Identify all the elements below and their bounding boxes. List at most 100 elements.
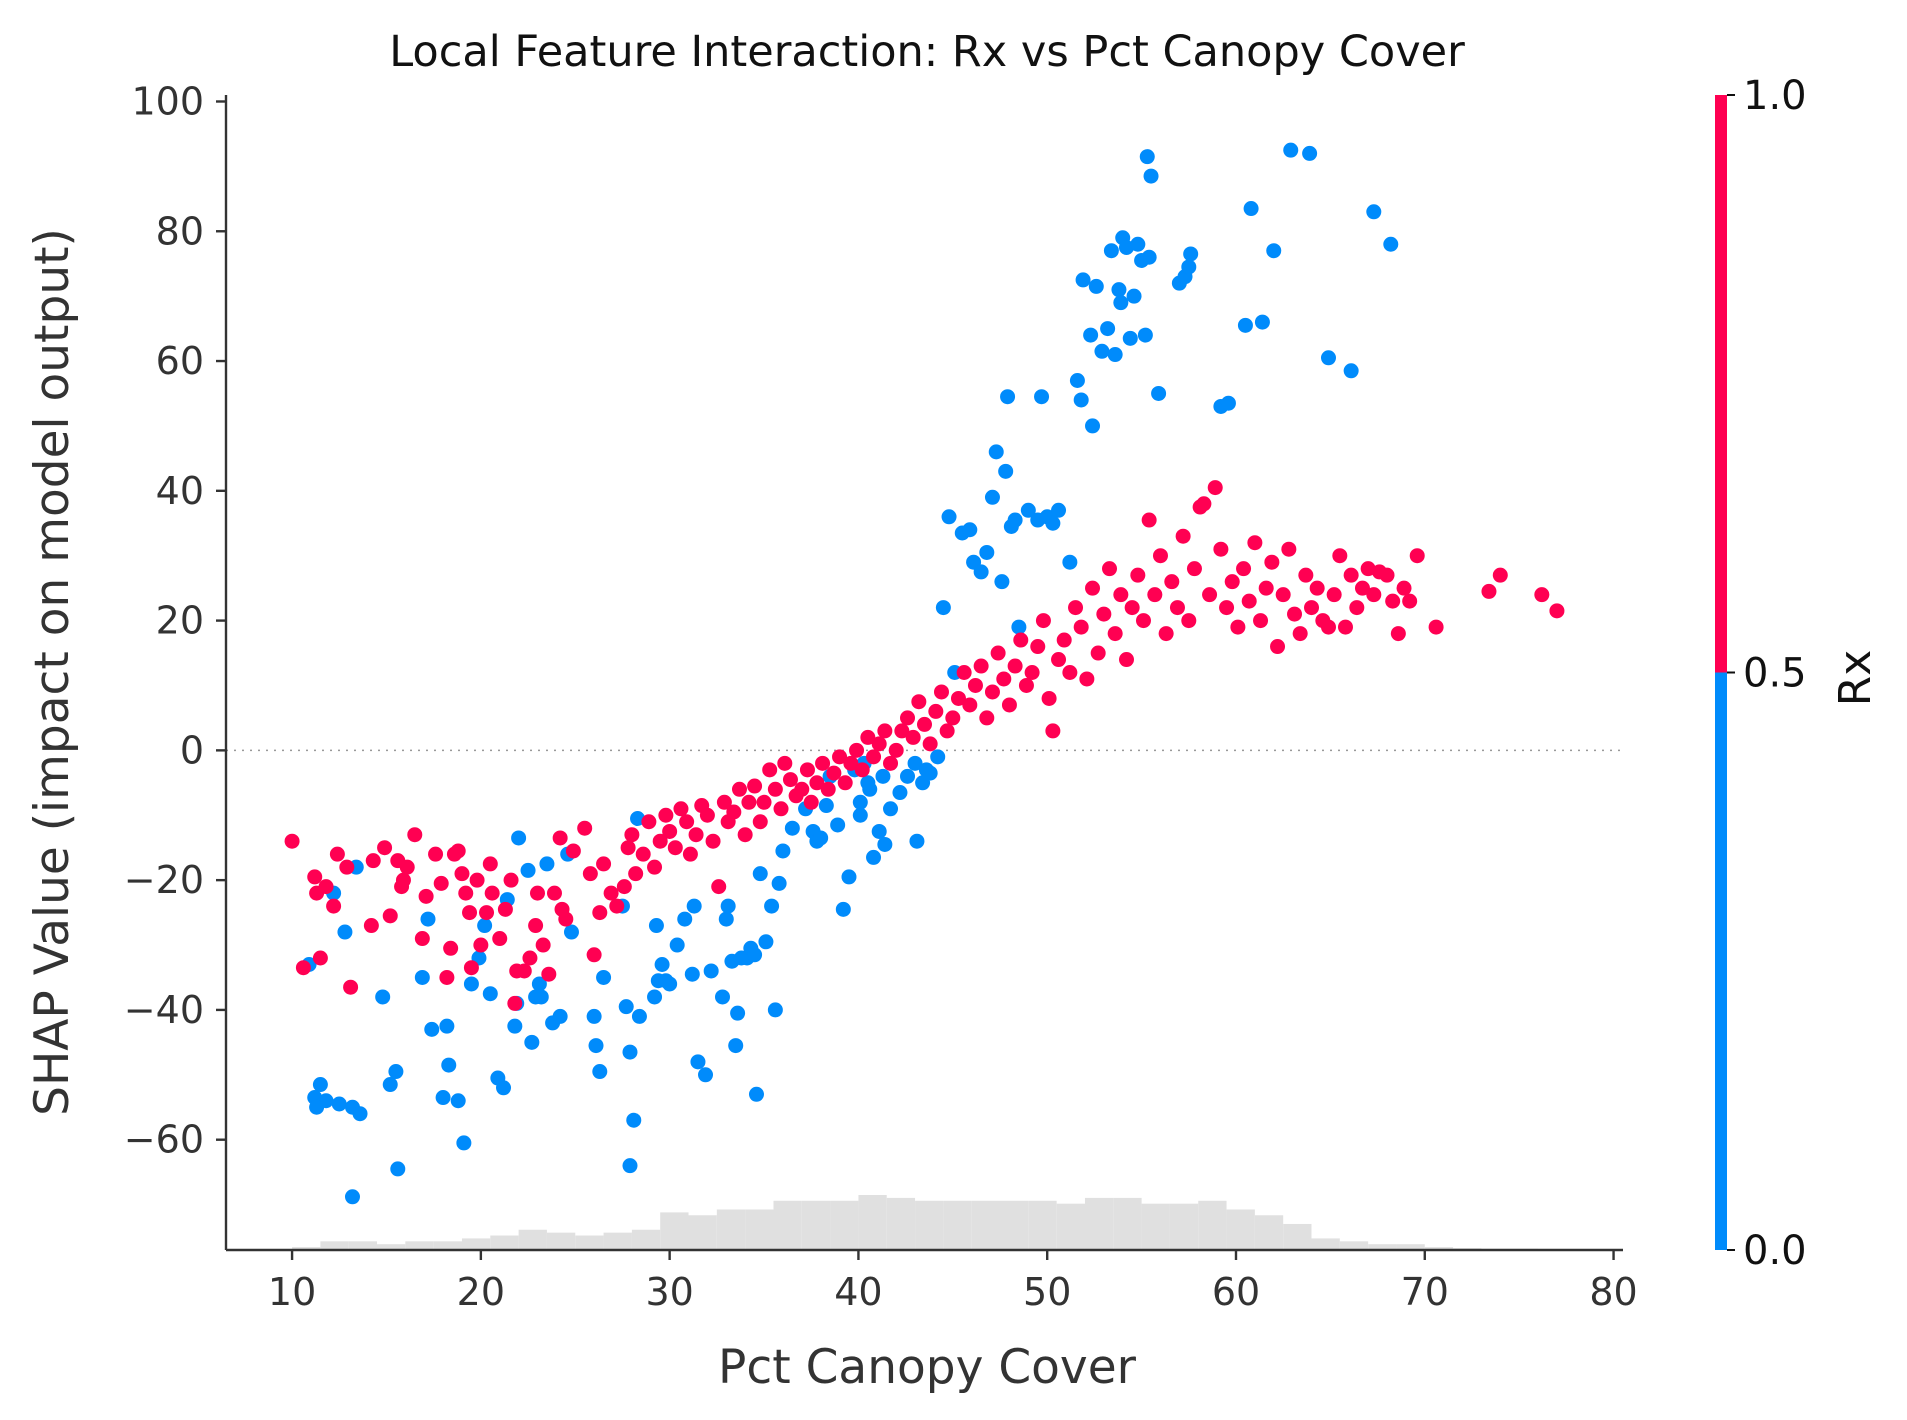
scatter-point	[662, 823, 678, 839]
scatter-point	[741, 794, 757, 810]
scatter-point	[586, 947, 602, 963]
scatter-point	[469, 872, 485, 888]
scatter-point	[820, 781, 836, 797]
scatter-point	[728, 1038, 744, 1054]
scatter-point	[752, 814, 768, 830]
scatter-point	[1135, 613, 1151, 629]
scatter-point	[737, 827, 753, 843]
scatter-point	[1343, 363, 1359, 379]
scatter-point	[1045, 515, 1061, 531]
scatter-point	[773, 801, 789, 817]
scatter-point	[1309, 580, 1325, 596]
scatter-point	[433, 875, 449, 891]
scatter-point	[1390, 626, 1406, 642]
scatter-point	[1139, 149, 1155, 165]
scatter-point	[818, 798, 834, 814]
histogram-bar	[1113, 1197, 1142, 1250]
scatter-point	[803, 794, 819, 810]
scatter-point	[1332, 548, 1348, 564]
scatter-point	[875, 768, 891, 784]
histogram-bar	[801, 1200, 831, 1250]
scatter-point	[1304, 600, 1320, 616]
scatter-point	[711, 879, 727, 895]
scatter-point	[563, 924, 579, 940]
scatter-point	[535, 937, 551, 953]
scatter-point	[962, 522, 978, 538]
scatter-point	[1126, 288, 1142, 304]
scatter-point	[484, 885, 500, 901]
scatter-point	[1349, 600, 1365, 616]
scatter-point	[477, 918, 493, 934]
histogram-bar	[518, 1229, 547, 1250]
histogram-bar	[716, 1209, 746, 1250]
scatter-point	[439, 1018, 455, 1034]
scatter-point	[860, 729, 876, 745]
scatter-point	[582, 866, 598, 882]
scatter-point	[1428, 619, 1444, 635]
scatter-point	[1283, 142, 1299, 158]
scatter-point	[1196, 496, 1212, 512]
scatter-point	[669, 937, 685, 953]
scatter-point	[699, 807, 715, 823]
scatter-point	[1183, 246, 1199, 262]
scatter-point	[1264, 554, 1280, 570]
scatter-point	[994, 574, 1010, 590]
scatter-point	[1534, 587, 1550, 603]
scatter-point	[1379, 567, 1395, 583]
histogram-bar	[971, 1200, 1001, 1250]
scatter-point	[883, 755, 899, 771]
scatter-point	[652, 833, 668, 849]
scatter-point	[756, 794, 772, 810]
scatter-point	[715, 989, 731, 1005]
scatter-point	[905, 729, 921, 745]
scatter-point	[979, 710, 995, 726]
scatter-point	[1402, 593, 1418, 609]
scatter-point	[1241, 593, 1257, 609]
scatter-point	[835, 901, 851, 917]
scatter-point	[1158, 626, 1174, 642]
scatter-point	[1326, 587, 1342, 603]
scatter-point	[1141, 512, 1157, 528]
scatter-point	[1243, 201, 1259, 217]
scatter-point	[1007, 512, 1023, 528]
scatter-point	[414, 931, 430, 947]
scatter-point	[1266, 243, 1282, 259]
scatter-point	[1062, 665, 1078, 680]
scatter-point	[1220, 395, 1236, 411]
scatter-point	[911, 694, 927, 710]
scatter-point	[473, 937, 489, 953]
canopy-histogram	[292, 1195, 1567, 1250]
colorbar-tick-label: 0.5	[1743, 651, 1807, 697]
histogram-bar	[292, 1247, 321, 1250]
scatter-point	[1041, 690, 1057, 706]
scatter-point	[703, 963, 719, 979]
scatter-point	[1030, 639, 1046, 655]
scatter-point	[439, 969, 455, 985]
scatter-point	[1062, 554, 1078, 570]
colorbar-label: Rx	[1830, 650, 1881, 707]
scatter-point	[667, 840, 683, 856]
scatter-point	[1207, 480, 1223, 496]
histogram-bar	[461, 1238, 491, 1250]
scatter-point	[1302, 145, 1318, 161]
scatter-point	[1122, 330, 1138, 346]
scatter-point	[407, 827, 423, 843]
scatter-point	[1090, 645, 1106, 661]
colorbar-tick-label: 1.0	[1743, 73, 1807, 119]
scatter-point	[877, 836, 893, 852]
scatter-point	[862, 781, 878, 797]
scatter-point	[684, 966, 700, 982]
scatter-point	[1102, 561, 1118, 577]
scatter-point	[809, 775, 825, 791]
scatter-point	[609, 898, 625, 914]
scatter-point	[592, 1064, 608, 1080]
scatter-point	[1137, 327, 1153, 343]
histogram-bar	[377, 1244, 406, 1250]
scatter-point	[720, 898, 736, 914]
y-tick-label: 80	[156, 209, 204, 253]
scatter-point	[922, 765, 938, 781]
scatter-point	[1118, 652, 1134, 668]
rx-colorbar	[1715, 95, 1727, 1250]
histogram-bar	[858, 1195, 887, 1250]
scatter-point	[782, 772, 798, 788]
